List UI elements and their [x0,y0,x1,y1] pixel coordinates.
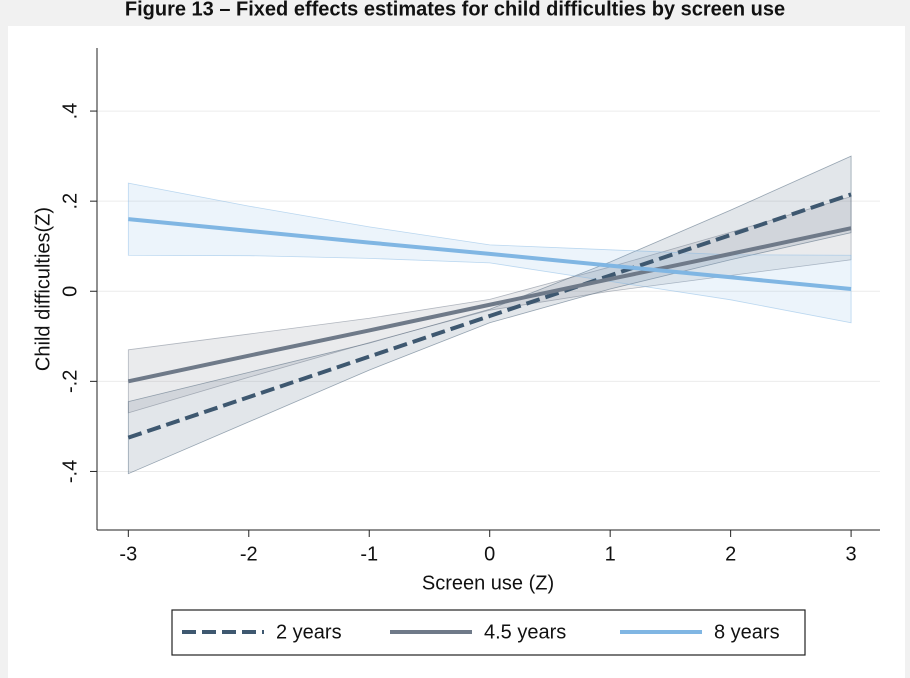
x-tick-label: 0 [484,543,495,565]
series-line [127,226,852,384]
x-tick-label: -2 [240,543,258,565]
chart-background [8,26,905,678]
legend-label: 2 years [276,621,342,643]
legend-label: 4.5 years [484,621,566,643]
x-axis-label: Screen use (Z) [422,572,554,594]
series-line [127,192,852,440]
series-line [128,217,852,291]
y-tick-label: .2 [59,193,81,210]
y-tick-label: 0 [59,286,81,297]
x-tick-label: 1 [605,543,616,565]
x-tick-label: 2 [725,543,736,565]
x-tick-label: 3 [846,543,857,565]
x-tick-label: -1 [360,543,378,565]
legend-label: 8 years [714,621,780,643]
chart-title: Figure 13 – Fixed effects estimates for … [125,0,785,20]
x-tick-label: -3 [119,543,137,565]
y-tick-label: -.2 [59,370,81,393]
y-tick-label: .4 [59,103,81,120]
y-tick-label: -.4 [59,460,81,483]
y-axis-label: Child difficulties(Z) [32,207,54,371]
